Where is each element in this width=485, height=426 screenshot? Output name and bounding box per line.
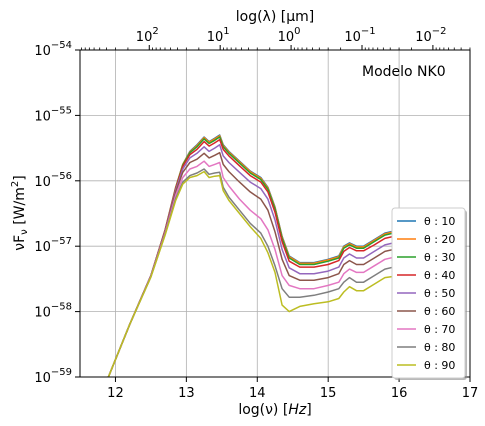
legend: θ : 10 θ : 20 θ : 30 θ : 40 θ : 50 θ : 60 θ : … xyxy=(391,207,467,380)
x-tick-label: 15 xyxy=(320,386,337,401)
plot-frame xyxy=(79,49,471,378)
series-line xyxy=(107,151,435,378)
x-tick-label: 12 xyxy=(107,386,124,401)
y-tick-label: 10−55 xyxy=(34,105,72,124)
series-line xyxy=(107,144,435,378)
top-tick-label: 10−1 xyxy=(344,26,375,45)
legend-label: θ : 90 xyxy=(424,359,455,372)
x-tick-label: 14 xyxy=(249,386,266,401)
y-tick-label: 10−54 xyxy=(34,40,72,59)
legend-label: θ : 50 xyxy=(424,287,455,300)
series-line xyxy=(107,168,435,378)
x-tick-label: 16 xyxy=(391,386,408,401)
top-tick-label: 10−2 xyxy=(415,26,446,45)
y-tick-label: 10−57 xyxy=(34,236,72,255)
top-tick-label: 100 xyxy=(278,26,301,45)
top-tick-label: 102 xyxy=(136,26,159,45)
legend-label: θ : 20 xyxy=(424,233,455,246)
legend-label: θ : 60 xyxy=(424,305,455,318)
top-tick-label: 101 xyxy=(207,26,230,45)
series-group xyxy=(107,134,435,378)
x-tick-label: 13 xyxy=(178,386,195,401)
annotation: Modelo NK0 xyxy=(362,64,446,80)
y-tick-label: 10−56 xyxy=(34,171,72,190)
series-line xyxy=(107,160,435,378)
legend-label: θ : 10 xyxy=(424,215,455,228)
legend-label: θ : 80 xyxy=(424,341,455,354)
y-tick-label: 10−58 xyxy=(34,302,72,321)
legend-label: θ : 70 xyxy=(424,323,455,336)
series-line xyxy=(107,136,435,378)
y-tick-label: 10−59 xyxy=(34,367,72,386)
y-axis-label: νFν [W/m2] xyxy=(10,175,30,250)
legend-label: θ : 30 xyxy=(424,251,455,264)
series-line xyxy=(107,170,435,378)
x-tick-label: 17 xyxy=(462,386,479,401)
series-line xyxy=(107,138,435,378)
top-axis-label: log(λ) [μm] xyxy=(236,9,314,25)
legend-box xyxy=(391,207,466,379)
legend-label: θ : 40 xyxy=(424,269,455,282)
x-axis-label: log(ν) [Hz] xyxy=(238,402,311,418)
